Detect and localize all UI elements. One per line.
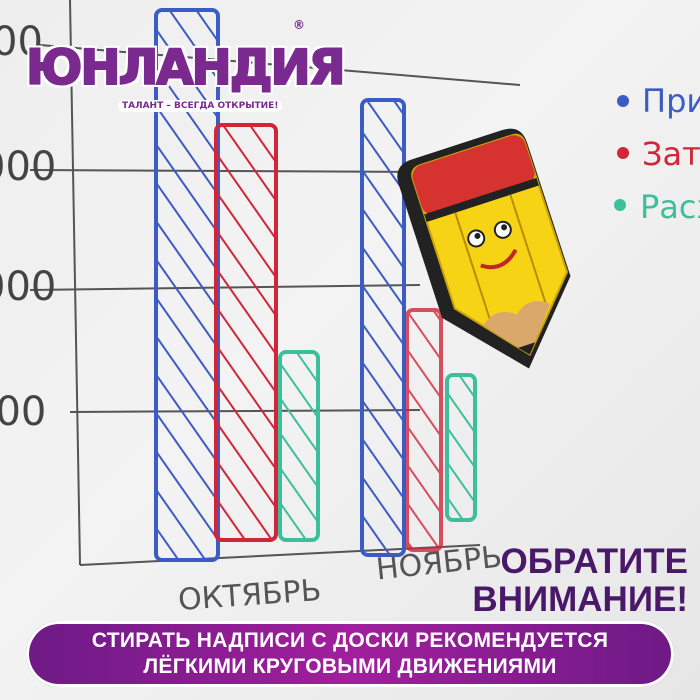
legend: Прих Затр Расх — [614, 82, 700, 226]
banner-line: ЛЁГКИМИ КРУГОВЫМИ ДВИЖЕНИЯМИ — [143, 655, 557, 678]
notice-banner: СТИРАТЬ НАДПИСИ С ДОСКИ РЕКОМЕНДУЕТСЯ ЛЁ… — [26, 621, 674, 687]
headline-line: ОБРАТИТЕ — [500, 542, 688, 581]
month-label: ОКТЯБРЬ — [177, 573, 322, 618]
legend-dot — [617, 147, 629, 159]
legend-label: Прих — [642, 82, 700, 120]
notice-headline: ОБРАТИТЕ ВНИМАНИЕ! — [472, 543, 688, 619]
headline-line: ВНИМАНИЕ! — [472, 580, 688, 619]
y-label: 000 — [0, 389, 46, 435]
bar-november-teal — [445, 373, 477, 522]
legend-dot — [614, 199, 626, 211]
brand-tagline: ТАЛАНТ – ВСЕГДА ОТКРЫТИЕ! — [118, 100, 283, 112]
y-label: 00 — [0, 19, 43, 65]
bar-october-red — [214, 123, 278, 542]
bar-november-red — [405, 308, 443, 552]
y-label: 000 — [0, 144, 56, 190]
pencil-eraser-image — [397, 128, 571, 369]
legend-label: Затр — [642, 135, 700, 173]
registered-mark: ® — [293, 18, 305, 32]
bar-october-teal — [278, 350, 320, 542]
legend-dot — [617, 95, 629, 107]
bar-november-blue — [360, 98, 406, 557]
banner-line: СТИРАТЬ НАДПИСИ С ДОСКИ РЕКОМЕНДУЕТСЯ — [91, 629, 609, 652]
legend-label: Расх — [640, 188, 700, 226]
y-label: 000 — [0, 264, 56, 310]
brand-name: ЮНЛАНДИЯ — [25, 39, 347, 97]
brand-logo: ЮНЛАНДИЯ ® ТАЛАНТ – ВСЕГДА ОТКРЫТИЕ! — [25, 18, 347, 122]
